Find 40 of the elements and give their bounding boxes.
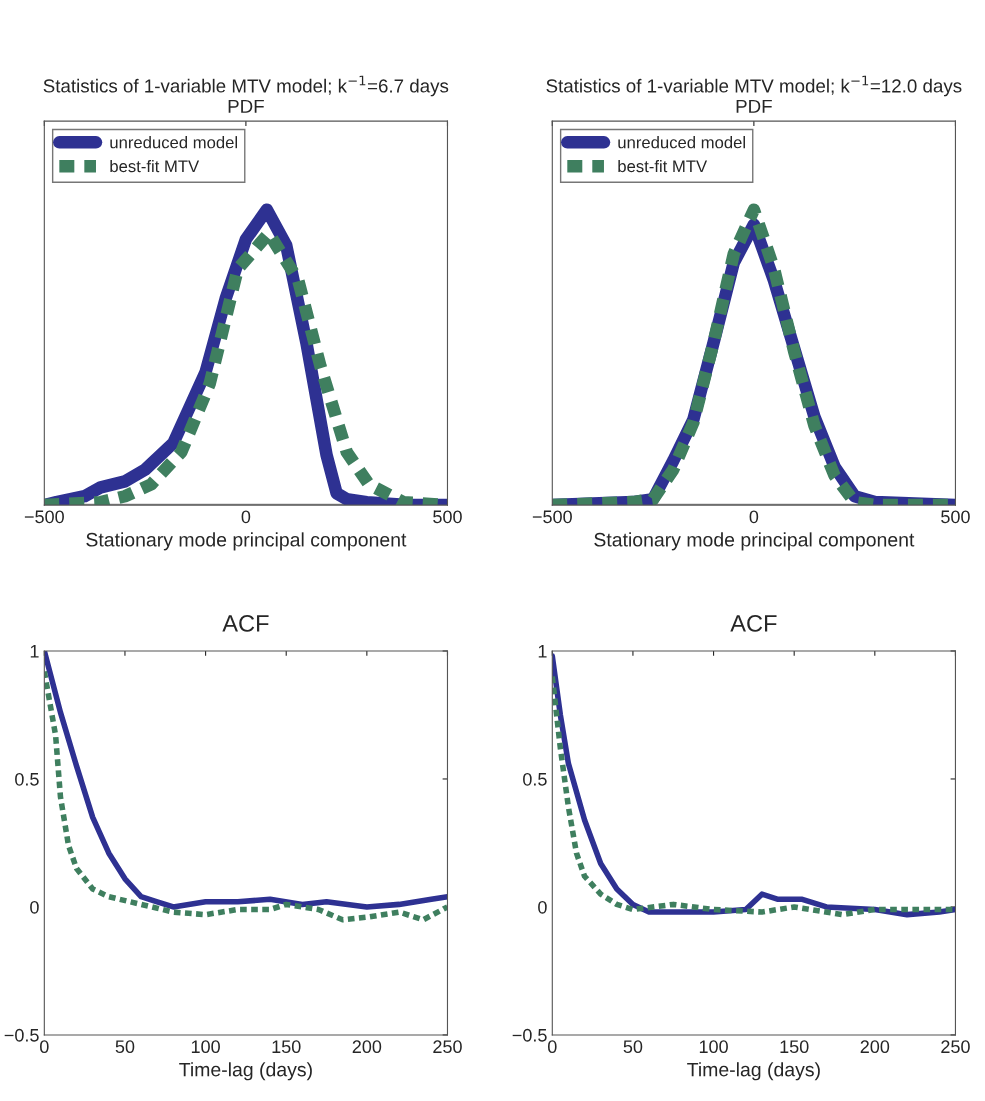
x-axis-title: Stationary mode principal component — [594, 532, 915, 551]
x-tick-label: 150 — [272, 1040, 301, 1054]
x-tick-label: −500 — [532, 510, 572, 524]
x-axis-title: Time-lag (days) — [179, 1062, 312, 1081]
chart-title: Statistics of 1-variable MTV model; k$^{−1}$=12.0 days — [546, 75, 962, 97]
chart-title: ACF — [222, 615, 269, 632]
x-tick-label: 250 — [941, 1040, 970, 1054]
chart-title: ACF — [730, 615, 777, 632]
x-tick-label: 500 — [433, 510, 462, 524]
chart-title: Statistics of 1-variable MTV model; k$^{−1}$=6.7 days — [43, 75, 449, 97]
x-tick-label: 50 — [115, 1040, 135, 1054]
chart-subtitle: PDF — [228, 99, 264, 113]
legend-label: unreduced model — [110, 136, 237, 149]
x-tick-label: −500 — [24, 510, 64, 524]
y-tick-label: 1 — [30, 645, 39, 658]
y-tick-label: 1 — [538, 645, 547, 658]
x-tick-label: 50 — [623, 1040, 643, 1054]
x-tick-label: 0 — [749, 510, 759, 524]
x-tick-label: 200 — [352, 1040, 382, 1054]
x-tick-label: 100 — [699, 1040, 728, 1054]
x-tick-label: 150 — [780, 1040, 809, 1054]
y-tick-label: 0 — [30, 900, 39, 914]
x-tick-label: 100 — [191, 1040, 220, 1054]
legend-label: unreduced model — [618, 136, 745, 149]
x-tick-label: 0 — [241, 510, 251, 524]
x-tick-label: 500 — [941, 510, 970, 524]
chart-subtitle: PDF — [736, 99, 772, 113]
y-tick-label: 0 — [538, 900, 547, 914]
x-tick-label: 200 — [860, 1040, 890, 1054]
y-tick-label: −0.5 — [4, 1028, 39, 1042]
y-tick-label: 0.5 — [15, 772, 39, 786]
legend-label: best-fit MTV — [618, 159, 708, 173]
legend-label: best-fit MTV — [110, 159, 200, 173]
y-tick-label: −0.5 — [512, 1028, 547, 1042]
x-tick-label: 0 — [40, 1040, 49, 1054]
x-axis-title: Stationary mode principal component — [86, 532, 407, 551]
y-tick-label: 0.5 — [523, 772, 547, 786]
x-tick-label: 250 — [433, 1040, 462, 1054]
x-axis-title: Time-lag (days) — [687, 1062, 820, 1081]
x-tick-label: 0 — [547, 1040, 557, 1054]
